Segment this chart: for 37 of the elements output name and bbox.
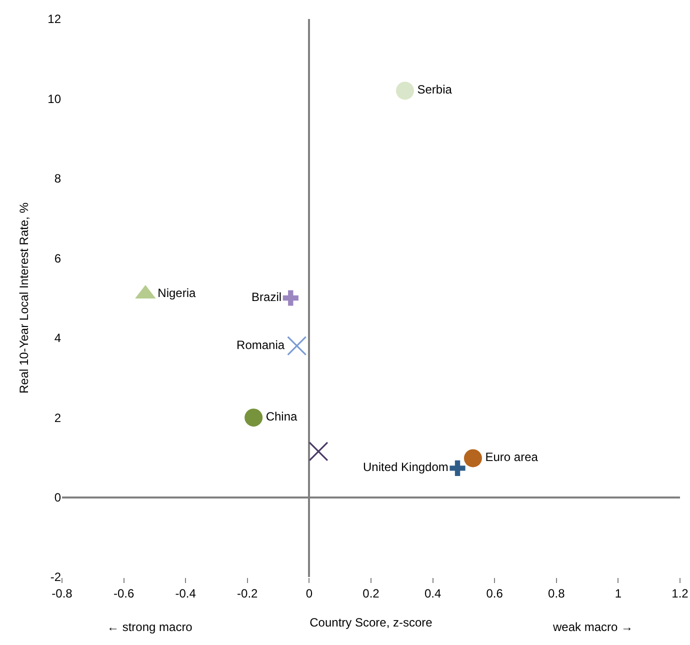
series-label: Serbia — [417, 82, 452, 97]
series-label: Nigeria — [158, 286, 196, 300]
series-label: Romania — [236, 338, 285, 352]
x-tick-label: -0.6 — [113, 586, 134, 600]
series-label: Euro area — [485, 450, 538, 464]
y-tick-label: 6 — [54, 251, 62, 266]
y-tick-label: 10 — [48, 92, 62, 106]
x-tick-label: -0.2 — [237, 586, 258, 600]
x-tick-label: 0.4 — [424, 586, 442, 600]
series-label: United Kingdom — [363, 460, 448, 474]
point — [244, 408, 263, 427]
y-tick-label: 12 — [48, 12, 62, 26]
x-tick-label: 0 — [306, 586, 313, 600]
y-tick-label: 8 — [54, 172, 62, 186]
x-tick-label: 0.2 — [362, 586, 380, 600]
x-axis-title: Country Score, z-score — [310, 615, 433, 630]
y-tick-label: -2 — [50, 570, 62, 584]
point — [287, 336, 307, 356]
y-axis-title: Real 10-Year Local Interest Rate, % — [17, 202, 31, 394]
series-label: China — [266, 410, 298, 424]
text: ← strong macro — [107, 620, 193, 634]
y-tick-label: 0 — [54, 490, 62, 504]
series-label: Brazil — [252, 290, 282, 304]
x-tick-label: 0.6 — [486, 586, 504, 600]
x-tick-label: -0.4 — [175, 586, 196, 600]
x-tick-label: 1 — [614, 586, 622, 600]
point — [450, 460, 466, 476]
x-tick-label: -0.8 — [52, 586, 73, 600]
text: weak macro → — [552, 620, 634, 634]
point — [464, 449, 482, 468]
point — [282, 290, 298, 306]
y-tick-label: 2 — [54, 410, 62, 425]
x-tick-label: 0.8 — [548, 586, 566, 600]
y-tick-label: 4 — [54, 331, 62, 346]
point — [396, 82, 414, 100]
x-tick-label: 1.2 — [672, 586, 689, 600]
point — [308, 442, 328, 462]
